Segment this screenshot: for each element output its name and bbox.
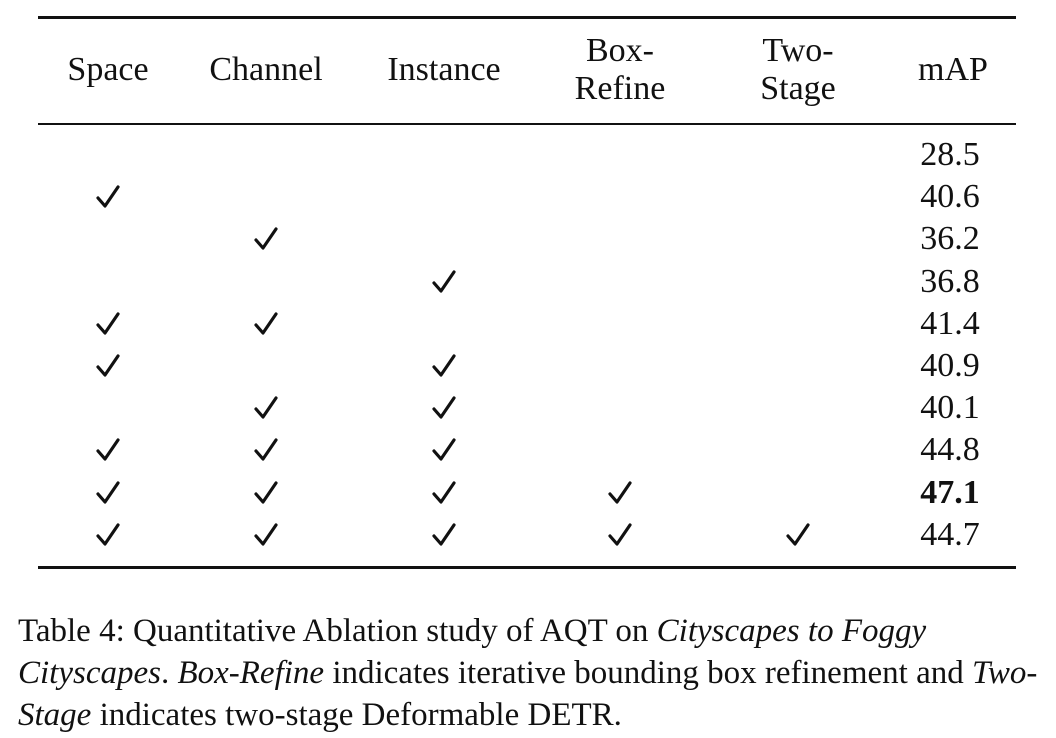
table-header-rule bbox=[38, 123, 1016, 125]
checkmark-icon bbox=[254, 523, 278, 546]
checkmark-icon bbox=[254, 438, 278, 461]
cell-box-refine bbox=[596, 514, 644, 556]
checkmark-icon bbox=[254, 480, 278, 504]
header-instance: Instance bbox=[387, 51, 501, 88]
checkmark-icon bbox=[96, 480, 120, 504]
cell-map: 40.1 bbox=[920, 389, 980, 427]
checkmark-icon bbox=[432, 354, 456, 377]
checkmark-icon bbox=[96, 438, 120, 461]
checkmark-icon bbox=[432, 269, 456, 293]
cell-instance bbox=[420, 429, 468, 471]
checkmark-icon bbox=[96, 185, 120, 208]
table-row: 36.8 bbox=[38, 261, 1016, 303]
cell-map: 36.8 bbox=[920, 262, 980, 300]
cell-channel bbox=[242, 429, 290, 471]
cell-map: 28.5 bbox=[920, 136, 980, 173]
table-row: 40.9 bbox=[38, 345, 1016, 387]
checkmark-icon bbox=[432, 480, 456, 504]
cell-space bbox=[84, 345, 132, 387]
table-bottom-rule bbox=[38, 566, 1016, 569]
caption-text-2: . bbox=[160, 655, 178, 691]
cell-map: 47.1 bbox=[920, 473, 980, 511]
table-row: 40.6 bbox=[38, 176, 1016, 218]
cell-channel bbox=[242, 303, 290, 345]
checkmark-icon bbox=[432, 438, 456, 461]
cell-map: 44.8 bbox=[920, 431, 980, 469]
checkmark-icon bbox=[254, 312, 278, 335]
table-row: 28.5 bbox=[38, 134, 1016, 176]
table-row: 44.8 bbox=[38, 429, 1016, 471]
cell-space bbox=[84, 429, 132, 471]
caption-text-3: indicates iterative bounding box refinem… bbox=[324, 655, 972, 691]
cell-map: 40.6 bbox=[920, 178, 980, 216]
table-caption: Table 4: Quantitative Ablation study of … bbox=[18, 610, 1048, 736]
caption-italic-box-refine: Box-Refine bbox=[177, 655, 325, 691]
table-row: 40.1 bbox=[38, 387, 1016, 429]
cell-channel bbox=[242, 472, 290, 514]
cell-space bbox=[84, 514, 132, 556]
caption-italic-dataset: Cityscapes to Foggy Cityscapes bbox=[18, 613, 927, 691]
cell-channel bbox=[242, 514, 290, 556]
checkmark-icon bbox=[254, 227, 278, 250]
cell-map: 44.7 bbox=[920, 515, 980, 553]
caption-text-1: Table 4: Quantitative Ablation study of … bbox=[18, 613, 657, 649]
cell-map: 36.2 bbox=[920, 220, 980, 258]
table-row: 47.1 bbox=[38, 472, 1016, 514]
checkmark-icon bbox=[96, 312, 120, 335]
cell-space bbox=[84, 472, 132, 514]
header-box-refine: Box- Refine bbox=[574, 32, 666, 107]
checkmark-icon bbox=[96, 523, 120, 546]
checkmark-icon bbox=[96, 354, 120, 377]
checkmark-icon bbox=[608, 523, 632, 546]
cell-instance bbox=[420, 261, 468, 303]
cell-map: 41.4 bbox=[920, 304, 980, 342]
cell-instance bbox=[420, 387, 468, 429]
header-space: Space bbox=[67, 51, 149, 88]
cell-box-refine bbox=[596, 472, 644, 514]
cell-two-stage bbox=[774, 514, 822, 556]
cell-channel bbox=[242, 218, 290, 260]
caption-text-4: indicates two-stage Deformable DETR. bbox=[91, 697, 622, 733]
checkmark-icon bbox=[432, 523, 456, 546]
checkmark-icon bbox=[608, 480, 632, 504]
cell-instance bbox=[420, 514, 468, 556]
cell-space bbox=[84, 176, 132, 218]
header-channel: Channel bbox=[209, 51, 323, 88]
header-map: mAP bbox=[918, 51, 988, 88]
table-row: 44.7 bbox=[38, 514, 1016, 556]
cell-instance bbox=[420, 472, 468, 514]
table-row: 41.4 bbox=[38, 303, 1016, 345]
cell-space bbox=[84, 303, 132, 345]
table-row: 36.2 bbox=[38, 218, 1016, 260]
checkmark-icon bbox=[432, 396, 456, 419]
checkmark-icon bbox=[786, 523, 810, 546]
caption-italic-two-stage: Two-Stage bbox=[18, 655, 1038, 733]
cell-channel bbox=[242, 387, 290, 429]
header-two-stage: Two- Stage bbox=[760, 32, 836, 107]
cell-instance bbox=[420, 345, 468, 387]
cell-map: 40.9 bbox=[920, 347, 980, 384]
checkmark-icon bbox=[254, 396, 278, 419]
table-top-rule bbox=[38, 16, 1016, 19]
